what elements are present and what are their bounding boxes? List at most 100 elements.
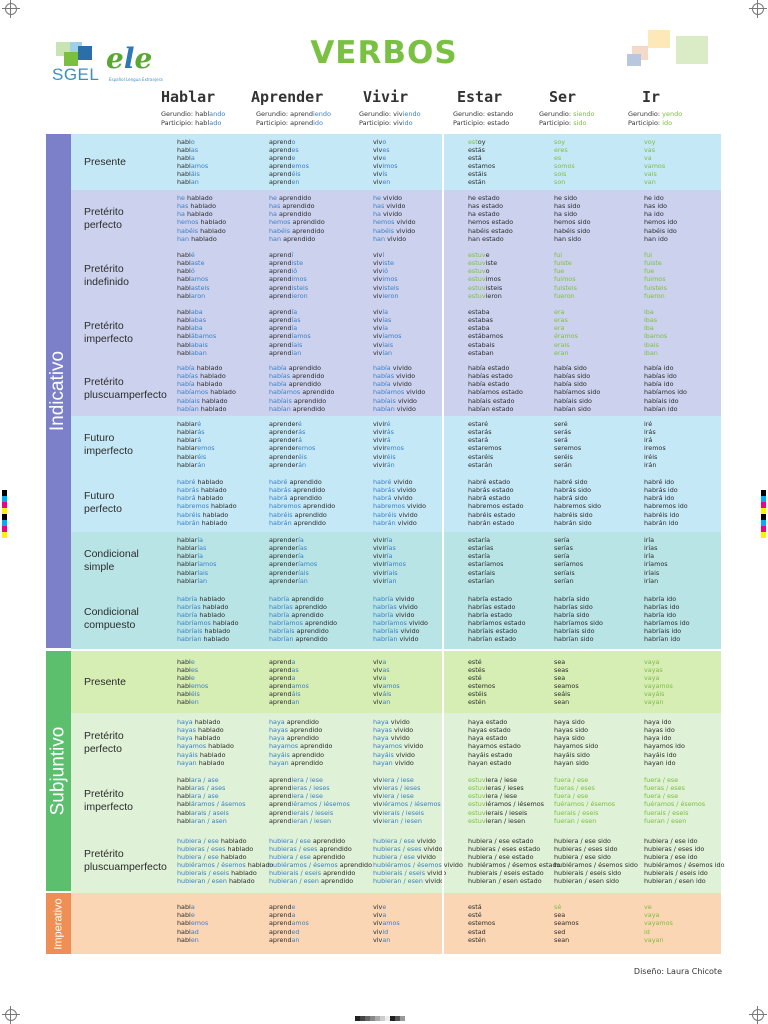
conjugation-form: habré ido [644, 478, 675, 487]
conjugation-form: sois [554, 170, 567, 179]
conjugation-form: había ido [644, 380, 674, 389]
conjugation-form: hemos estado [468, 218, 514, 227]
conjugation-form: habíamos ido [644, 388, 687, 397]
conjugation-column: iría irías iría iríamos iríais irían [644, 536, 668, 585]
conjugation-form: has vivido [373, 202, 406, 211]
tense-block [71, 772, 721, 829]
conjugation-form: habríamos hablado [177, 618, 239, 627]
conjugation-column: estuve estuviste estuvo estuvimos estuvistei… [468, 251, 502, 300]
conjugation-column: sé sea seamos sed sean [554, 903, 579, 943]
conjugation-form: hable [177, 911, 195, 920]
tense-block [71, 416, 721, 473]
conjugation-form: hayan estado [468, 758, 512, 767]
conjugation-form: hablé [177, 251, 195, 260]
conjugation-form: hayáis estado [468, 750, 513, 759]
conjugation-form: fuimos [644, 275, 666, 284]
verb-forms: Gerundio: viviendo Participio: vivido [359, 110, 421, 127]
conjugation-form: estuvieras / ieses [468, 784, 524, 793]
conjugation-form: habría ido [644, 610, 677, 619]
conjugation-form: habrías estado [468, 602, 516, 611]
tense-label: Presente [84, 155, 127, 168]
conjugation-column: aprendiera / iese aprendieras / ieses apre… [269, 776, 350, 825]
conjugation-form: habláis [177, 170, 200, 179]
conjugation-form: hablarais / aseis [177, 808, 229, 817]
conjugation-form: sería [554, 536, 570, 545]
conjugation-form: hubiera / ese ido [644, 836, 698, 845]
conjugation-form: son [554, 178, 566, 187]
conjugation-form: habrías vivido [373, 602, 418, 611]
conjugation-form: fueron [554, 291, 575, 300]
conjugation-form: han ido [644, 234, 668, 243]
conjugation-column: hubiera / ese ido hubieras / eses ido hubi… [644, 837, 725, 886]
conjugation-form: habría vivido [373, 610, 415, 619]
conjugation-form: sed [554, 927, 566, 936]
conjugation-form: habríais estado [468, 627, 518, 636]
conjugation-form: habléis [177, 690, 200, 699]
conjugation-form: habrás aprendido [269, 486, 326, 495]
conjugation-form: habríais hablado [177, 627, 231, 636]
conjugation-form: habéis estado [468, 226, 513, 235]
conjugation-form: viviría [373, 552, 393, 561]
conjugation-form: vivió [373, 267, 389, 276]
conjugation-form: aprenderás [269, 428, 306, 437]
conjugation-form: ha hablado [177, 210, 213, 219]
conjugation-form: hubierais / eseis ido [644, 869, 708, 878]
conjugation-form: serían [554, 576, 574, 585]
conjugation-form: habías aprendido [269, 372, 325, 381]
conjugation-form: hablaría [177, 552, 204, 561]
conjugation-form: habréis hablado [177, 510, 229, 519]
conjugation-form: vivierais / ieseis [373, 808, 424, 817]
conjugation-form: íbamos [644, 332, 668, 341]
conjugation-form: hablaríamos [177, 560, 217, 569]
conjugation-form: aprendíamos [269, 332, 311, 341]
conjugation-form: vivían [373, 348, 393, 357]
conjugation-form: habla [177, 153, 195, 162]
conjugation-form: habrás ido [644, 486, 678, 495]
conjugation-form: viviríais [373, 568, 398, 577]
conjugation-form: haya ido [644, 718, 672, 727]
conjugation-form: he vivido [373, 194, 403, 203]
conjugation-column: haya aprendido hayas aprendido haya aprend… [269, 718, 332, 767]
conjugation-form: vivimos [373, 161, 398, 170]
conjugation-column: sea seas sea seamos seáis sean [554, 658, 579, 707]
mood-label: Subjuntivo [47, 726, 69, 816]
conjugation-column: hablara / ase hablaras / ases hablara / as… [177, 776, 246, 825]
registration-mark-bottom-right [749, 1006, 767, 1024]
conjugation-form: sea [554, 911, 566, 920]
conjugation-form: voy [644, 137, 656, 146]
conjugation-form: aprendió [269, 267, 298, 276]
conjugation-form: habíamos aprendido [269, 388, 335, 397]
conjugation-form: hablaré [177, 420, 202, 429]
conjugation-form: hubiéramos / ésemos ido [644, 860, 725, 869]
conjugation-form: haya ido [644, 734, 672, 743]
conjugation-column: haya estado hayas estado haya estado hayamo… [468, 718, 521, 767]
tense-label: Pretérito perfecto [84, 205, 124, 231]
conjugation-form: ibas [644, 316, 658, 325]
conjugation-form: habré hablado [177, 478, 224, 487]
conjugation-form: estaba [468, 308, 490, 317]
conjugation-form: aprenderías [269, 544, 308, 553]
conjugation-column: hubiera / ese aprendido hubieras / eses a… [269, 837, 372, 886]
conjugation-column: habría hablado habrías hablado habría habl… [177, 595, 239, 644]
conjugation-form: habrían sido [554, 635, 594, 644]
conjugation-form: fui [644, 251, 653, 260]
conjugation-form: haya vivido [373, 718, 410, 727]
conjugation-form: fue [554, 267, 565, 276]
conjugation-form: hayamos ido [644, 742, 685, 751]
conjugation-form: habíamos vivido [373, 388, 426, 397]
conjugation-column: fuera / ese fueras / eses fuera / ese fuéra… [554, 776, 615, 825]
conjugation-form: estuve [468, 251, 490, 260]
conjugation-form: hemos sido [554, 218, 591, 227]
conjugation-column: hablé hablaste habló hablamos hablasteis habl… [177, 251, 210, 300]
conjugation-form: hayáis ido [644, 750, 677, 759]
conjugation-form: hubieran / esen estado [468, 877, 542, 886]
tense-label: Condicional compuesto [84, 606, 139, 631]
conjugation-form: vivieran / iesen [373, 816, 422, 825]
conjugation-column: haya hablado hayas hablado haya hablado hay… [177, 718, 234, 767]
conjugation-form: viviríamos [373, 560, 406, 569]
conjugation-form: iríamos [644, 560, 668, 569]
conjugation-form: estemos [468, 919, 496, 928]
conjugation-form: viviera / iese [373, 792, 414, 801]
conjugation-form: habías ido [644, 372, 677, 381]
conjugation-form: hemos aprendido [269, 218, 325, 227]
